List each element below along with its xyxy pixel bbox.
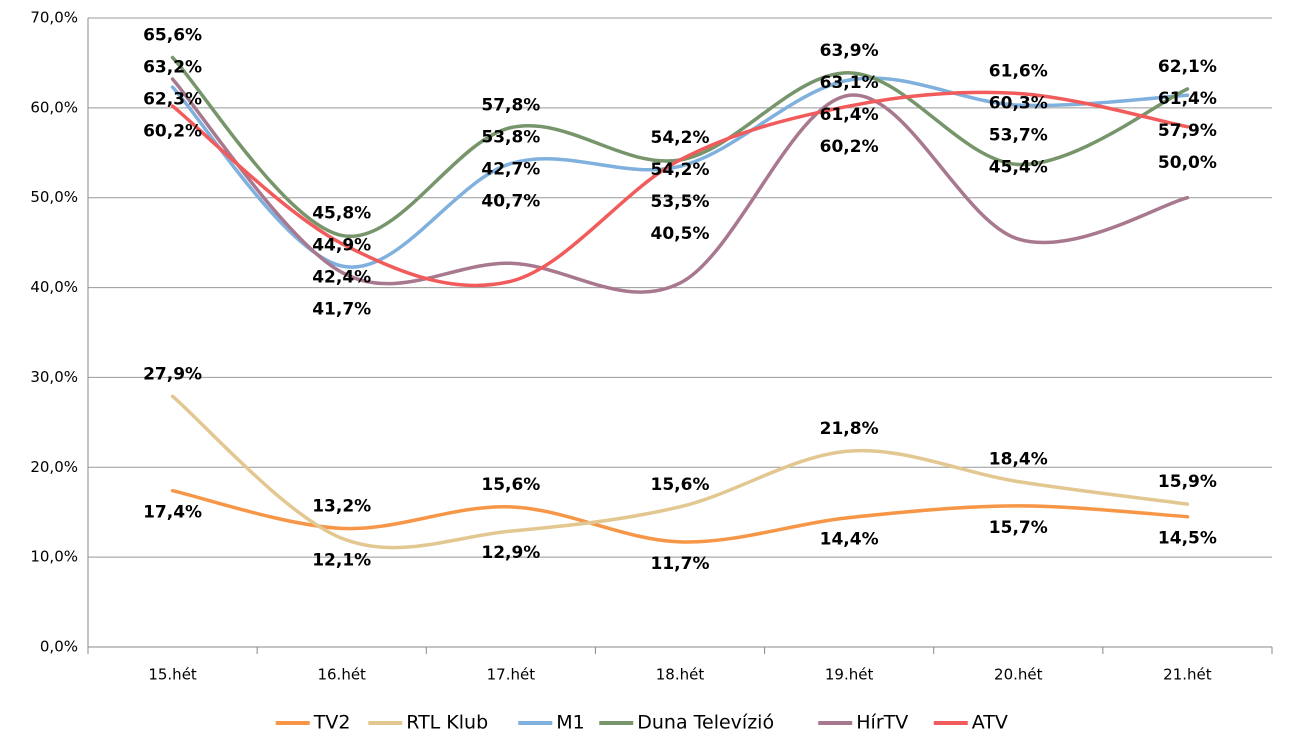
data-label: 18,4%	[989, 450, 1048, 470]
data-label: 65,6%	[143, 26, 202, 46]
data-label: 14,5%	[1158, 529, 1217, 549]
data-label: 21,8%	[820, 419, 879, 439]
x-tick-label: 18.hét	[656, 666, 705, 684]
x-tick-label: 15.hét	[148, 666, 197, 684]
data-label: 61,4%	[1158, 89, 1217, 109]
data-label: 60,2%	[820, 137, 879, 157]
legend-label: Duna Televízió	[637, 712, 774, 734]
data-label: 12,1%	[312, 550, 371, 570]
data-label: 44,9%	[312, 235, 371, 255]
data-label: 45,4%	[989, 157, 1048, 177]
line	[170, 77, 1190, 294]
x-tick-label: 19.hét	[825, 666, 874, 684]
y-tick-label: 10,0%	[30, 548, 78, 566]
data-label: 15,6%	[481, 475, 540, 495]
data-label: 60,2%	[143, 122, 202, 142]
y-tick-label: 50,0%	[30, 188, 78, 206]
data-label: 27,9%	[143, 364, 202, 384]
legend-label: TV2	[313, 712, 351, 734]
x-tick-label: 17.hét	[487, 666, 536, 684]
data-label: 54,2%	[651, 160, 710, 180]
data-label: 57,8%	[481, 96, 540, 116]
y-tick-label: 30,0%	[30, 368, 78, 386]
data-label: 15,7%	[989, 518, 1048, 538]
line	[170, 90, 1190, 288]
data-label: 42,7%	[481, 160, 540, 180]
data-label: 12,9%	[481, 543, 540, 563]
y-tick-label: 0,0%	[40, 638, 78, 656]
data-label: 15,6%	[651, 475, 710, 495]
data-label: 63,9%	[820, 41, 879, 61]
data-label: 41,7%	[312, 299, 371, 319]
data-label: 62,3%	[143, 90, 202, 110]
data-label: 61,6%	[989, 61, 1048, 81]
data-label: 14,4%	[820, 530, 879, 550]
line	[170, 394, 1190, 550]
x-tick-label: 16.hét	[317, 666, 366, 684]
data-label: 11,7%	[651, 554, 710, 574]
data-label: 42,4%	[312, 267, 371, 287]
y-tick-label: 40,0%	[30, 278, 78, 296]
data-label: 61,4%	[820, 105, 879, 125]
data-label: 40,5%	[651, 224, 710, 244]
data-label: 15,9%	[1158, 472, 1217, 492]
line	[170, 488, 1190, 544]
data-label: 63,2%	[143, 58, 202, 78]
data-label: 62,1%	[1158, 57, 1217, 77]
data-label: 13,2%	[312, 496, 371, 516]
legend-label: RTL Klub	[406, 712, 488, 734]
x-tick-label: 21.hét	[1163, 666, 1212, 684]
x-tick-label: 20.hét	[994, 666, 1043, 684]
legend-label: M1	[556, 712, 584, 734]
data-label: 45,8%	[312, 203, 371, 223]
legend-label: HírTV	[856, 712, 908, 734]
data-label: 54,2%	[651, 128, 710, 148]
data-label: 53,8%	[481, 128, 540, 148]
data-label: 50,0%	[1158, 153, 1217, 173]
data-label: 60,3%	[989, 93, 1048, 113]
y-tick-label: 60,0%	[30, 98, 78, 116]
legend-label: ATV	[972, 712, 1008, 734]
y-tick-label: 70,0%	[30, 9, 78, 27]
data-label: 40,7%	[481, 192, 540, 212]
data-label: 53,5%	[651, 192, 710, 212]
y-tick-label: 20,0%	[30, 458, 78, 476]
data-label: 57,9%	[1158, 121, 1217, 141]
data-label: 53,7%	[989, 125, 1048, 145]
data-label: 17,4%	[143, 503, 202, 523]
line	[170, 55, 1190, 239]
data-label: 63,1%	[820, 73, 879, 93]
